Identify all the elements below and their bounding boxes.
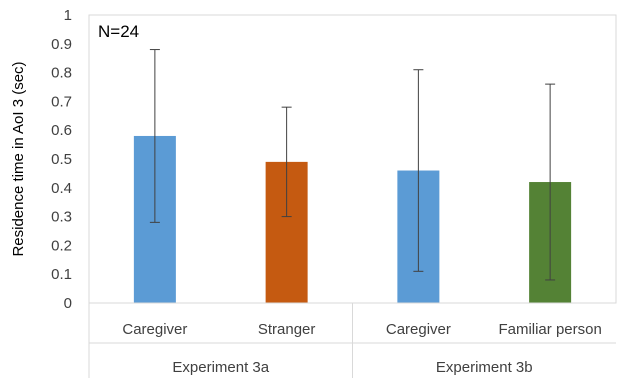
y-axis: 0 0.1 0.2 0.3 0.4 0.5 0.6 0.7 0.8 0.9 1 [51,7,72,312]
x-axis: Caregiver Stranger Caregiver Familiar perso… [88,302,616,378]
y-tick-label: 0.8 [51,65,72,82]
y-tick-label: 1 [64,7,72,24]
y-tick-label: 0.2 [51,237,72,254]
x-group-label: Experiment 3b [436,359,533,376]
x-group-label: Experiment 3a [172,359,269,376]
x-category-label: Stranger [258,321,316,338]
y-tick-label: 0.5 [51,151,72,168]
x-category-label: Familiar person [498,321,601,338]
y-tick-label: 0.7 [51,93,72,110]
y-tick-label: 0.1 [51,266,72,283]
y-axis-label: Residence time in AoI 3 (sec) [10,61,27,256]
error-bars [149,49,556,281]
y-tick-label: 0 [64,295,72,312]
y-tick-label: 0.4 [51,180,72,197]
sample-size-annotation: N=24 [98,22,139,41]
x-category-label: Caregiver [122,321,187,338]
y-tick-label: 0.3 [51,209,72,226]
y-tick-label: 0.9 [51,36,72,53]
x-category-label: Caregiver [386,321,451,338]
bars [133,135,572,303]
y-tick-label: 0.6 [51,122,72,139]
